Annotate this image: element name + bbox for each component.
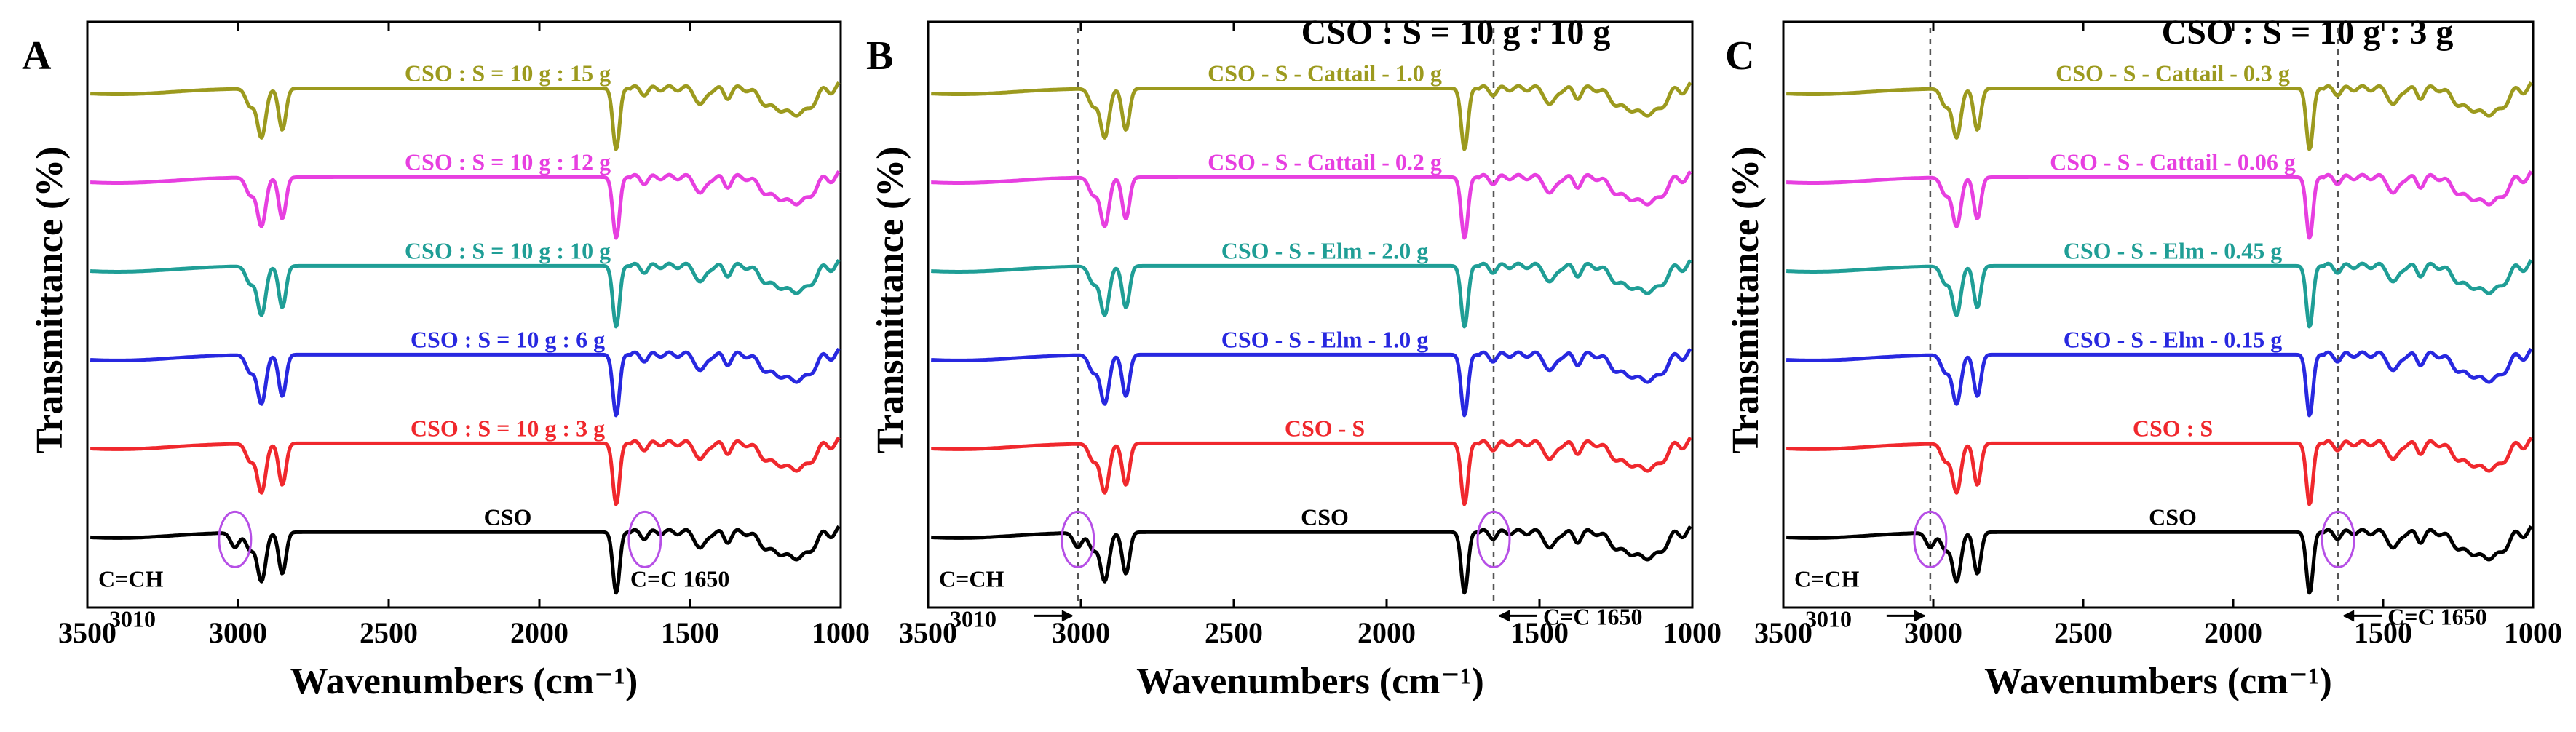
x-tick-label: 1500 <box>2354 616 2412 649</box>
trace-cso-s <box>930 436 1692 506</box>
x-tick-label: 2000 <box>510 616 568 649</box>
arrowhead-1650 <box>1498 610 1510 622</box>
trace-cso-s-elm-0-15-g <box>1786 347 2533 418</box>
series-label: CSO - S <box>1285 415 1365 441</box>
y-axis-title: Transmittance (%) <box>29 146 71 453</box>
annotation-c-c: C=C 1650 <box>2387 603 2486 629</box>
series-label: CSO - S - Elm - 1.0 g <box>1221 326 1428 352</box>
panel-B: B CSO : S = 10 g : 10 g 3500 3000 2500 2000 15… <box>866 13 1721 702</box>
annotation-c-c: C=C 1650 <box>1543 603 1642 629</box>
y-axis-title: Transmittance (%) <box>870 146 911 453</box>
x-tick-label: 2500 <box>1205 616 1263 649</box>
annotation-c-ch: C=CH <box>98 565 163 592</box>
x-tick-label: 2000 <box>1358 616 1416 649</box>
peak-marker-3010 <box>1913 510 1948 568</box>
trace-cso-s-10-g-12-g <box>90 170 841 240</box>
x-tick-label: 2500 <box>2054 616 2112 649</box>
series-label: CSO : S = 10 g : 10 g <box>405 237 611 263</box>
panel-letter: B <box>866 33 893 79</box>
x-tick-label: 1000 <box>812 616 870 649</box>
series-label: CSO - S - Elm - 0.45 g <box>2064 237 2282 263</box>
x-tick-label: 3500 <box>899 616 957 649</box>
panel-C: C CSO : S = 10 g : 3 g 3500 3000 2500 2000 150… <box>1725 13 2562 702</box>
annotation-c-c: C=C 1650 <box>630 565 729 592</box>
x-axis-title: Wavenumbers (cm⁻¹) <box>1136 661 1484 702</box>
trace-cso-s-elm-2-0-g <box>930 258 1692 329</box>
x-tick-label: 2000 <box>2204 616 2262 649</box>
series-label: CSO - S - Elm - 2.0 g <box>1221 237 1428 263</box>
trace-cso-s-10-g-6-g <box>90 347 841 418</box>
plot-frame <box>86 20 842 609</box>
x-tick-label: 1000 <box>2504 616 2562 649</box>
trace-cso-s-10-g-15-g <box>90 81 841 151</box>
series-label: CSO - S - Elm - 0.15 g <box>2064 326 2282 352</box>
arrowhead-3010 <box>1061 610 1074 622</box>
trace-cso-s-10-g-10-g <box>90 259 841 329</box>
trace-cso <box>1786 525 2533 595</box>
x-tick-label: 3500 <box>1754 616 1812 649</box>
panel-title: CSO : S = 10 g : 3 g <box>2162 13 2454 52</box>
peak-marker-1650 <box>2321 510 2355 568</box>
series-label: CSO : S = 10 g : 3 g <box>411 415 605 441</box>
series-label: CSO - S - Cattail - 0.3 g <box>2056 60 2290 86</box>
trace-cso-s-10-g-3-g <box>90 436 841 506</box>
x-tick-label: 3000 <box>209 616 267 649</box>
panel-A: A 3500 3000 2500 2000 1500 1000 Wavenumbers (cm… <box>22 20 870 702</box>
panel-title: CSO : S = 10 g : 10 g <box>1301 13 1611 52</box>
series-label: CSO : S = 10 g : 15 g <box>405 60 611 86</box>
x-axis-title: Wavenumbers (cm⁻¹) <box>1984 661 2332 702</box>
trace-cso <box>930 525 1692 595</box>
trace-cso <box>90 525 841 595</box>
plot-frame <box>1782 20 2535 609</box>
peak-marker-1650 <box>1476 510 1511 568</box>
x-tick-label: 3000 <box>1052 616 1110 649</box>
arrowhead-1650 <box>2342 610 2355 622</box>
x-tick-label: 3500 <box>58 616 116 649</box>
x-tick-label: 1500 <box>661 616 719 649</box>
trace-cso-s-elm-1-0-g <box>930 347 1692 418</box>
trace-cso-s-cattail-0-2-g <box>930 170 1692 240</box>
trace-cso-s-cattail-1-0-g <box>930 81 1692 151</box>
x-tick-label: 3000 <box>1904 616 1962 649</box>
peak-marker-3010 <box>218 510 253 568</box>
panel-letter: C <box>1725 33 1754 79</box>
peak-marker-3010 <box>1061 510 1095 568</box>
annotation-c-ch: C=CH <box>1794 565 1859 592</box>
peak-marker-1650 <box>627 510 662 568</box>
x-axis-title: Wavenumbers (cm⁻¹) <box>290 661 638 702</box>
panel-letter: A <box>22 33 52 79</box>
series-label: CSO - S - Cattail - 0.2 g <box>1208 148 1442 175</box>
series-label: CSO - S - Cattail - 0.06 g <box>2050 148 2296 175</box>
annotation-c-ch: C=CH <box>939 565 1004 592</box>
trace-cso-s-cattail-0-06-g <box>1786 170 2533 240</box>
series-label: CSO <box>484 504 532 530</box>
series-label: CSO <box>1301 504 1349 530</box>
x-tick-label: 1500 <box>1510 616 1569 649</box>
series-label: CSO <box>2149 504 2197 530</box>
y-axis-title: Transmittance (%) <box>1725 146 1767 453</box>
annotation-3010: 3010 <box>1805 605 1852 632</box>
series-label: CSO - S - Cattail - 1.0 g <box>1208 60 1442 86</box>
annotation-3010: 3010 <box>109 605 156 632</box>
plot-frame <box>927 20 1694 609</box>
trace-cso-s-elm-0-45-g <box>1786 259 2533 329</box>
x-tick-label: 2500 <box>360 616 418 649</box>
series-label: CSO : S = 10 g : 12 g <box>405 148 611 175</box>
trace-cso-s <box>1786 436 2533 506</box>
trace-cso-s-cattail-0-3-g <box>1786 81 2533 151</box>
series-label: CSO : S <box>2133 415 2213 441</box>
arrowhead-3010 <box>1914 610 1926 622</box>
annotation-3010: 3010 <box>950 605 996 632</box>
x-tick-label: 1000 <box>1663 616 1721 649</box>
series-label: CSO : S = 10 g : 6 g <box>411 326 605 352</box>
